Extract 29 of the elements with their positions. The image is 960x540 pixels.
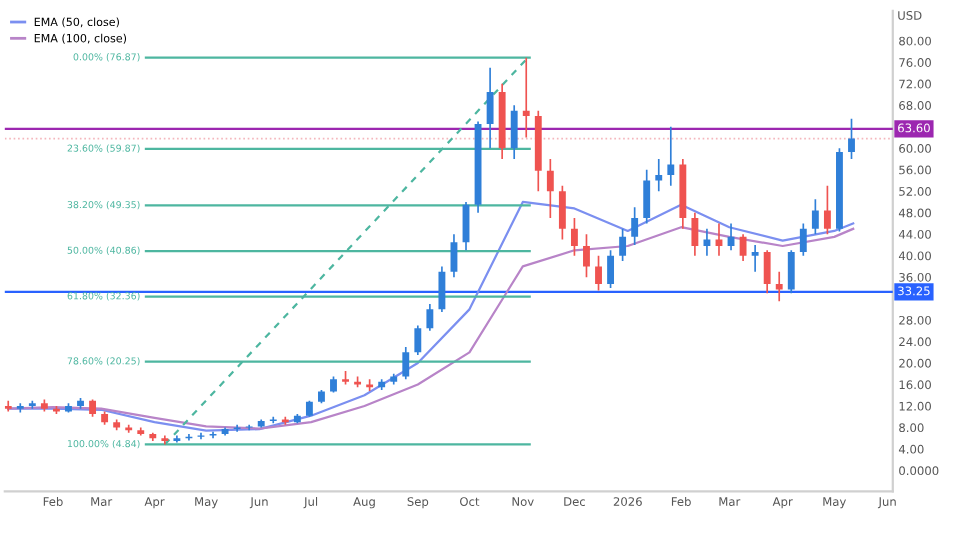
candlestick [486,66,494,150]
candlestick [414,324,422,356]
candlestick [619,227,627,262]
candlestick [558,185,566,241]
candlestick [667,125,675,187]
candlestick [751,244,759,273]
candlestick [655,158,663,193]
candlestick [631,206,639,246]
candlestick [823,185,831,236]
candlestick [787,249,795,295]
candlestick [570,217,578,257]
candlestick [691,211,699,257]
candlestick [402,346,410,381]
candlestick [739,233,747,262]
candlestick [643,168,651,225]
candlestick [583,233,590,278]
candlestick [703,227,711,257]
candlestick [426,303,434,332]
candlestick [811,198,819,236]
candlestick [522,56,530,139]
candlestick [438,265,446,313]
candlestick [595,254,602,292]
candlestick [607,249,615,289]
candlestick [848,117,855,160]
candlestick [546,158,554,219]
candlestick [763,249,771,295]
candlestick [799,222,807,257]
candlestick [510,104,518,160]
candlestick [775,270,783,303]
